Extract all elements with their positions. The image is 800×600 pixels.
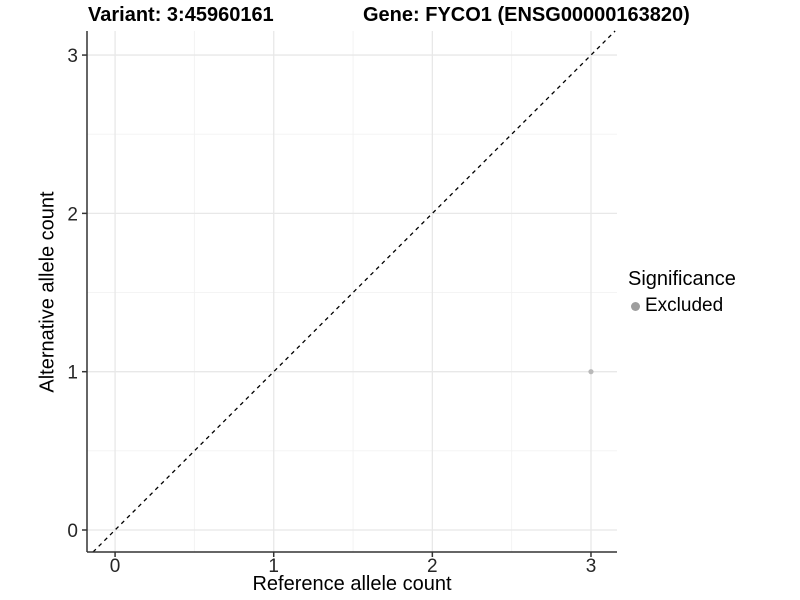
legend-item-excluded: Excluded [628, 295, 736, 317]
plot-title-variant: Variant: 3:45960161 [88, 4, 274, 26]
y-axis-title: Alternative allele count [36, 191, 59, 393]
legend-title: Significance [628, 268, 736, 290]
legend-marker-excluded-icon [631, 301, 640, 311]
x-tick-label: 2 [427, 556, 438, 577]
x-tick-label: 3 [586, 556, 597, 577]
legend: Significance Excluded [628, 268, 736, 317]
x-tick-label: 1 [268, 556, 279, 577]
identity-line [92, 30, 616, 553]
y-tick-label: 2 [67, 204, 78, 225]
x-axis-title: Reference allele count [252, 573, 452, 595]
y-tick-label: 1 [67, 363, 78, 384]
legend-item-label: Excluded [645, 295, 724, 316]
y-tick-label: 0 [67, 521, 78, 542]
plot-title-gene: Gene: FYCO1 (ENSG00000163820) [363, 4, 690, 26]
panel-background [87, 31, 617, 552]
x-tick-label: 0 [110, 556, 121, 577]
data-point [588, 369, 594, 375]
y-tick-label: 3 [67, 46, 78, 67]
